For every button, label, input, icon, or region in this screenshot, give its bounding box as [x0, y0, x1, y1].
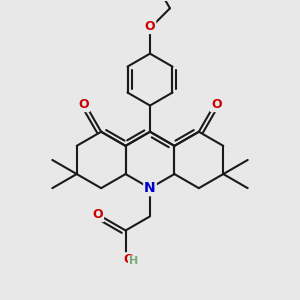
- Text: H: H: [129, 256, 138, 266]
- Text: O: O: [145, 20, 155, 33]
- Text: O: O: [123, 253, 134, 266]
- Text: O: O: [211, 98, 222, 111]
- Text: O: O: [78, 98, 89, 111]
- Text: O: O: [92, 208, 103, 221]
- Text: N: N: [144, 181, 156, 195]
